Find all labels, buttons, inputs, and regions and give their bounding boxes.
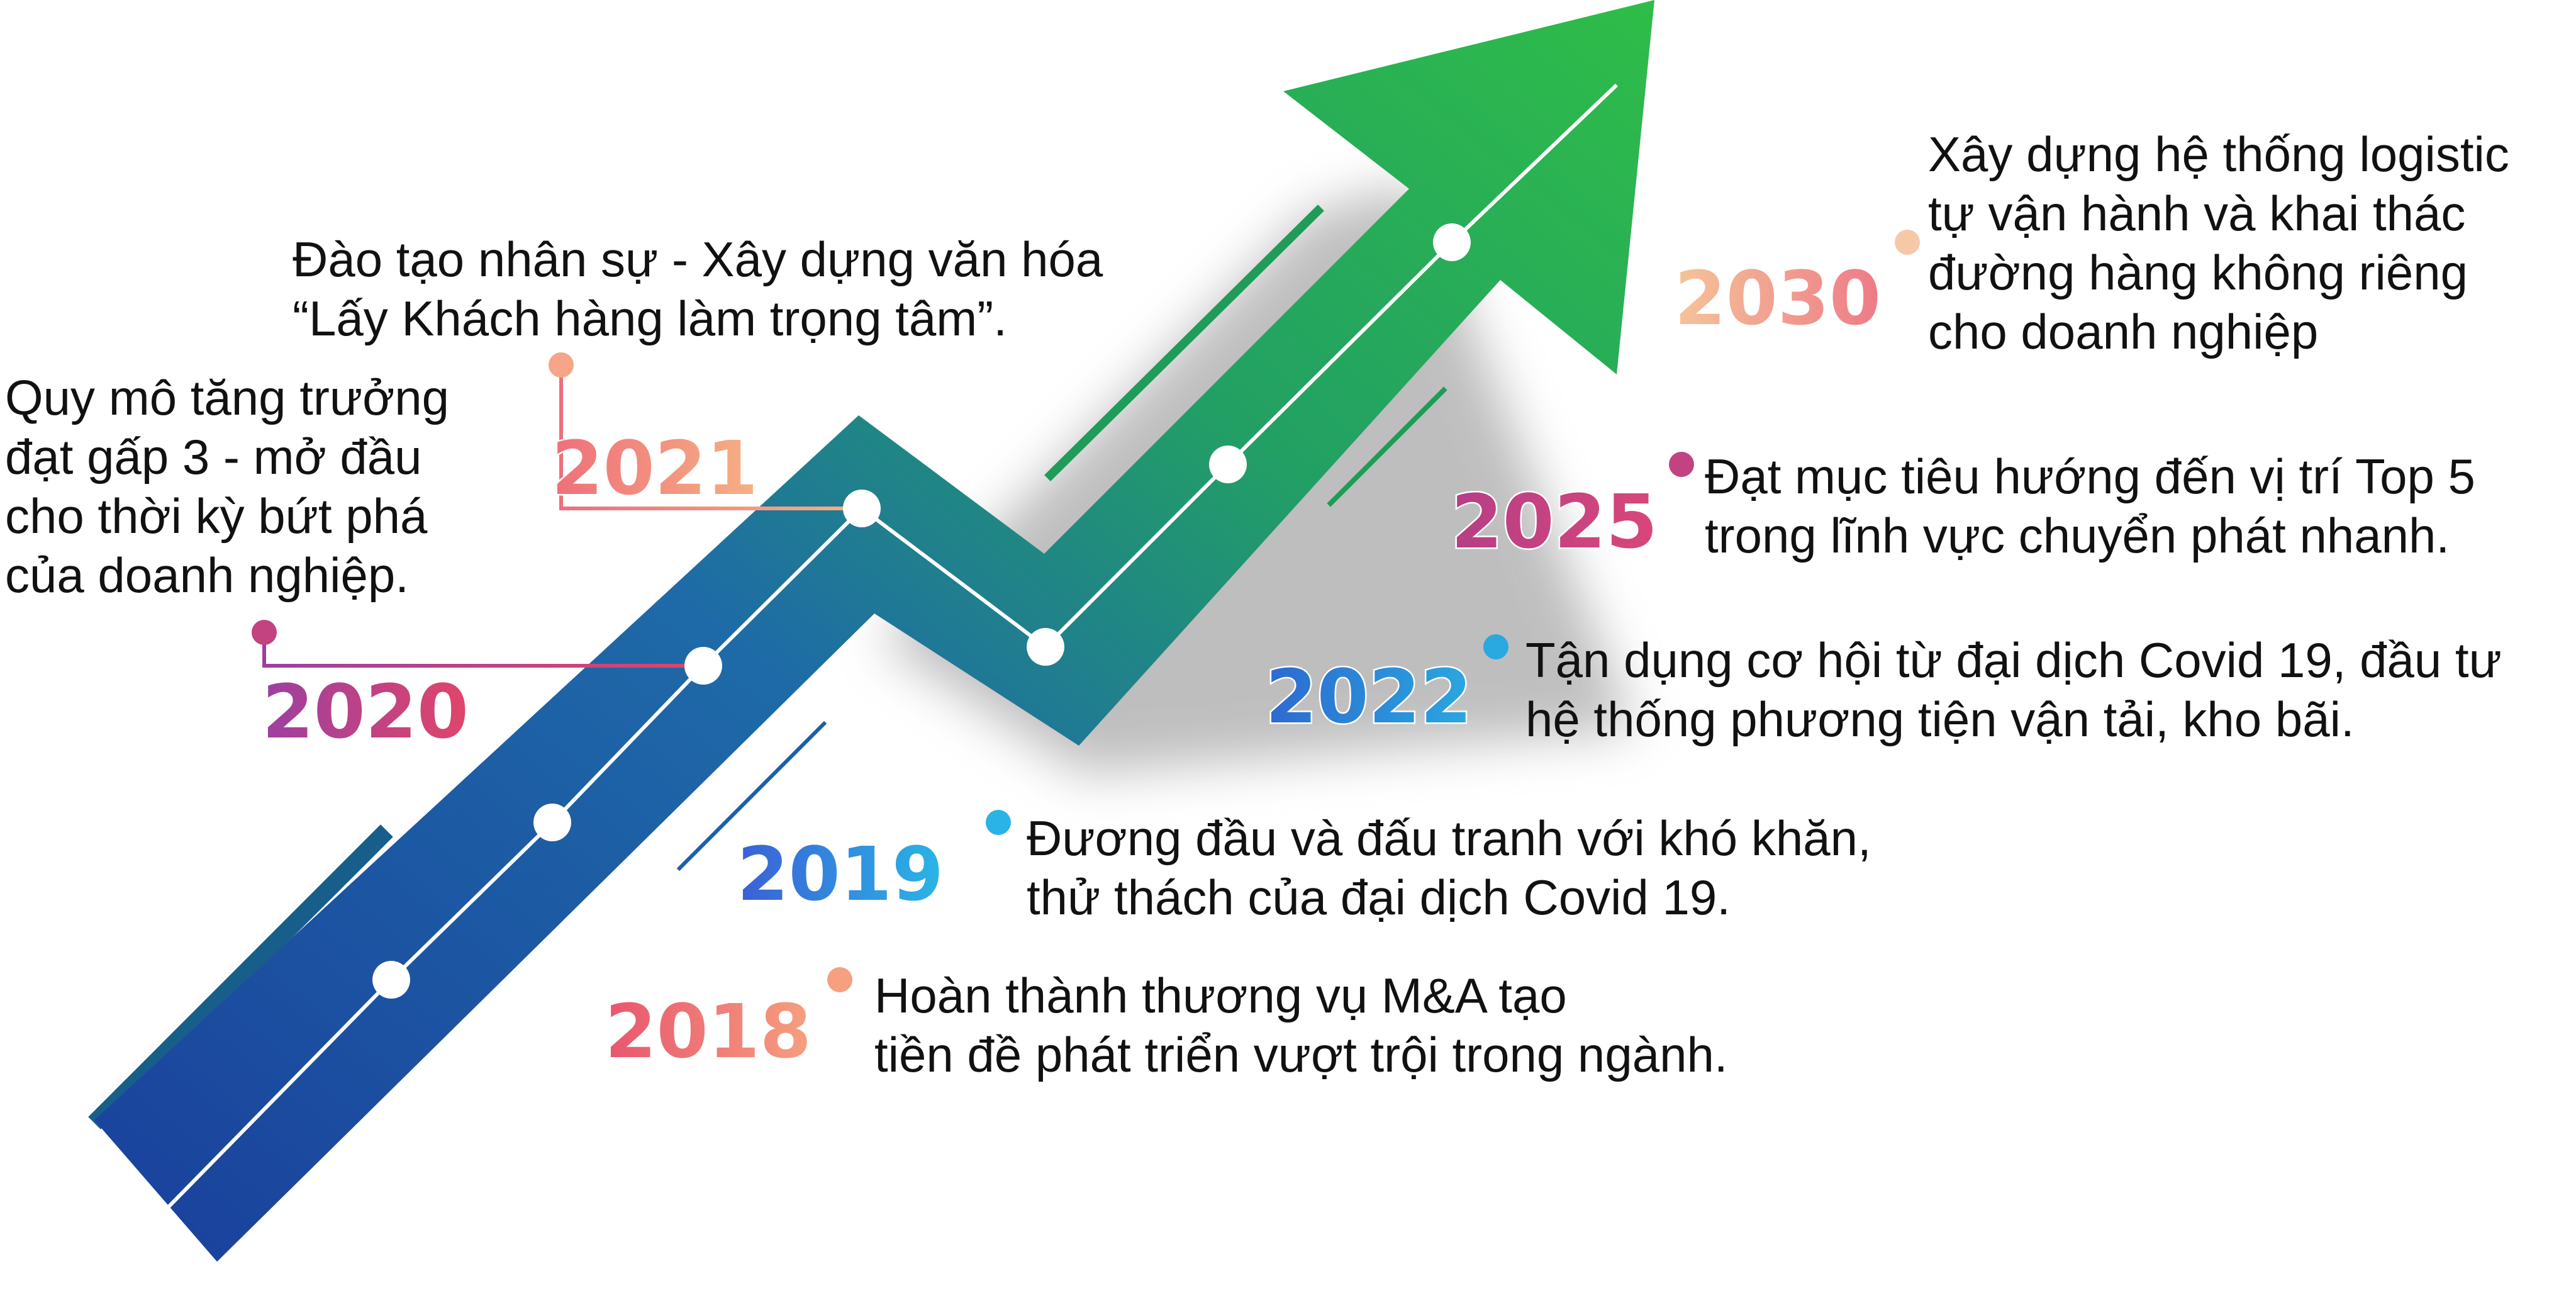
year-label-2021: 2021 xyxy=(552,425,758,512)
node-2018 xyxy=(372,961,410,999)
year-label-2018: 2018 xyxy=(605,988,811,1075)
year-label-2019: 2019 xyxy=(737,831,944,917)
connector-dot-2020 xyxy=(252,620,277,645)
description-line: Quy mô tăng trưởng xyxy=(5,370,449,425)
description-line: Đào tạo nhân sự - Xây dựng văn hóa xyxy=(293,232,1103,287)
connector-2021 xyxy=(559,368,862,510)
description-line: “Lấy Khách hàng làm trọng tâm”. xyxy=(293,291,1007,346)
year-label-2030: 2030 xyxy=(1675,255,1881,342)
connector-dot-2018 xyxy=(827,967,852,992)
connector-end-dots xyxy=(252,230,1920,992)
node-2021 xyxy=(843,490,881,527)
node-2030 xyxy=(1433,223,1471,261)
connector-dot-2019 xyxy=(986,810,1011,835)
description-line: Đạt mục tiêu hướng đến vị trí Top 5 xyxy=(1705,449,2475,504)
milestone-description-2018: Hoàn thành thương vụ M&A tạo tiền đề phá… xyxy=(874,966,1728,1084)
decorative-accent-lines xyxy=(88,205,1447,1130)
connector-dot-2030 xyxy=(1895,230,1920,255)
milestone-description-2030: Xây dựng hệ thống logistic tự vận hành v… xyxy=(1928,125,2509,361)
description-line: Xây dựng hệ thống logistic xyxy=(1928,126,2509,182)
node-2020 xyxy=(684,647,722,685)
description-line: cho thời kỳ bứt phá xyxy=(5,488,428,544)
description-line: cho doanh nghiệp xyxy=(1928,304,2319,359)
connector-dot-2022 xyxy=(1483,634,1508,659)
connector-dot-2021 xyxy=(549,352,574,378)
milestone-description-2021: Đào tạo nhân sự - Xây dựng văn hóa “Lấy … xyxy=(293,230,1103,348)
connector-dot-2025 xyxy=(1669,452,1694,477)
node-2019 xyxy=(533,804,571,841)
milestone-description-2025: Đạt mục tiêu hướng đến vị trí Top 5 tron… xyxy=(1705,447,2475,565)
description-line: thử thách của đại dịch Covid 19. xyxy=(1027,870,1731,925)
description-line: hệ thống phương tiện vận tải, kho bãi. xyxy=(1525,692,2355,747)
year-labels: 2018 2019 2020 2021 2022 2025 2030 xyxy=(260,254,1882,1077)
description-line: Đương đầu và đấu tranh với khó khăn, xyxy=(1027,810,1871,866)
description-line: Tận dụng cơ hội từ đại dịch Covid 19, đầ… xyxy=(1525,632,2502,688)
connectors xyxy=(262,240,1907,982)
description-line: đường hàng không riêng xyxy=(1928,245,2468,300)
milestone-nodes xyxy=(372,223,1471,999)
description-line: tiền đề phát triển vượt trội trong ngành… xyxy=(874,1027,1728,1082)
year-label-2020: 2020 xyxy=(262,668,469,755)
milestone-description-2019: Đương đầu và đấu tranh với khó khăn, thử… xyxy=(1027,809,1871,927)
description-line: Hoàn thành thương vụ M&A tạo xyxy=(874,968,1567,1023)
milestone-description-2020: Quy mô tăng trưởng đạt gấp 3 - mở đầu ch… xyxy=(5,368,449,605)
year-label-2022: 2022 xyxy=(1266,653,1472,740)
description-line: đạt gấp 3 - mở đầu xyxy=(5,429,422,485)
milestone-description-2022: Tận dụng cơ hội từ đại dịch Covid 19, đầ… xyxy=(1525,631,2502,749)
description-line: tự vận hành và khai thác xyxy=(1928,186,2466,241)
description-line: của doanh nghiệp. xyxy=(5,547,409,603)
year-label-2025: 2025 xyxy=(1451,478,1658,565)
description-line: trong lĩnh vực chuyển phát nhanh. xyxy=(1705,508,2450,563)
growth-arrow xyxy=(94,0,1654,1262)
node-2025 xyxy=(1209,446,1247,483)
node-2022 xyxy=(1027,628,1064,666)
